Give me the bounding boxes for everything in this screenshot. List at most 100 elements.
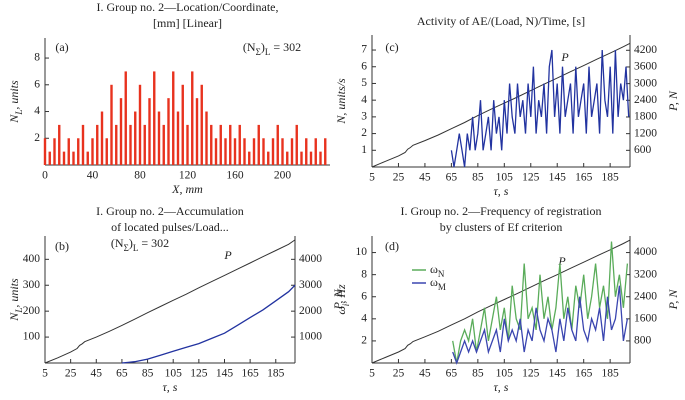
series-line xyxy=(371,42,631,168)
y2-tick-label: 4000 xyxy=(634,246,657,258)
y-axis-label: NL, units xyxy=(7,80,24,124)
x-axis-label-part: X, mm xyxy=(171,182,203,196)
x-tick-label: 125 xyxy=(522,368,540,380)
x-tick-label: 85 xyxy=(142,368,154,380)
bar xyxy=(172,71,175,165)
annotation-part: ) xyxy=(129,236,133,250)
y-axis-label-part: , Hz xyxy=(334,284,348,304)
panel-label: (b) xyxy=(55,239,69,253)
y2-axis-label: P, N xyxy=(331,289,345,311)
panel-label: (a) xyxy=(55,40,68,54)
y-tick-label: 4 xyxy=(361,94,367,106)
series-line xyxy=(121,284,296,364)
y2-tick-label: 600 xyxy=(634,144,652,156)
bar xyxy=(305,138,308,165)
bar xyxy=(100,111,104,165)
bar xyxy=(81,124,85,165)
bar xyxy=(62,151,66,165)
x-tick-label: 25 xyxy=(65,368,77,380)
y-axis-label-part: ω xyxy=(334,306,348,314)
y2-tick-label: 1800 xyxy=(634,111,657,123)
x-tick-label: 200 xyxy=(274,170,292,182)
bar xyxy=(67,138,70,165)
bar xyxy=(110,84,113,165)
legend-label-part: N xyxy=(438,269,445,279)
bar xyxy=(186,124,189,165)
y2-tick-label: 3600 xyxy=(634,61,657,73)
y-tick-label: 8 xyxy=(361,268,367,280)
x-tick-label: 45 xyxy=(419,368,431,380)
y-axis-label-part: N xyxy=(7,114,21,124)
bar xyxy=(214,138,218,165)
y-tick-label: 7 xyxy=(361,44,367,56)
y-tick-label: 6 xyxy=(361,290,367,302)
legend-label-part: ω xyxy=(430,262,438,276)
bar xyxy=(153,71,156,165)
x-tick-label: 185 xyxy=(602,368,620,380)
chart-title: of located pulses/Load... xyxy=(111,220,229,234)
bar xyxy=(309,151,313,165)
x-tick-label: 145 xyxy=(549,172,567,184)
x-axis-label-part: τ, s xyxy=(494,184,509,198)
x-tick-label: 185 xyxy=(267,368,285,380)
y-tick-label: 4 xyxy=(361,312,367,324)
curve-label: P xyxy=(560,50,569,64)
x-axis-label-part: τ, s xyxy=(163,380,178,394)
x-axis-label: τ, s xyxy=(494,184,509,198)
y-tick-label: 300 xyxy=(23,279,41,291)
x-tick-label: 105 xyxy=(165,368,183,380)
y-axis-label-part: i xyxy=(341,303,351,306)
x-tick-label: 165 xyxy=(242,368,260,380)
series-line xyxy=(44,239,296,364)
x-axis-label: τ, s xyxy=(494,380,509,394)
y-tick-label: 200 xyxy=(23,305,41,317)
chart-title: by clusters of Ef criterion xyxy=(440,220,563,234)
bar xyxy=(96,124,99,165)
x-tick-label: 105 xyxy=(496,172,514,184)
series-line xyxy=(450,49,630,168)
x-tick-label: 65 xyxy=(446,172,458,184)
y-tick-label: 2 xyxy=(34,132,40,144)
chart-title: Activity of AE/(Load, N)/Time, [s] xyxy=(417,14,585,28)
bar xyxy=(219,124,222,165)
y-axis-label-part: N xyxy=(7,312,21,322)
bar xyxy=(200,84,203,165)
bar xyxy=(286,151,289,165)
annotation-part: = 302 xyxy=(270,40,301,54)
x-tick-label: 105 xyxy=(496,368,514,380)
x-tick-label: 65 xyxy=(446,368,458,380)
y2-tick-label: 3000 xyxy=(634,77,657,89)
x-tick-label: 65 xyxy=(116,368,128,380)
bar xyxy=(281,138,284,165)
bar xyxy=(53,138,56,165)
x-axis-label: X, mm xyxy=(171,182,203,196)
bar xyxy=(290,138,294,165)
x-tick-label: 0 xyxy=(42,170,48,182)
y-tick-label: 400 xyxy=(23,253,41,265)
bar xyxy=(119,98,123,165)
bar xyxy=(181,84,184,165)
bar xyxy=(243,138,246,165)
bar xyxy=(271,138,275,165)
bar xyxy=(48,151,51,165)
bar xyxy=(210,124,213,165)
annotation-part: ) xyxy=(261,40,265,54)
legend-label: ωM xyxy=(430,275,446,292)
bar xyxy=(295,124,298,165)
bar xyxy=(72,151,75,165)
annotation-part: L xyxy=(265,47,271,57)
series-line xyxy=(452,241,629,364)
curve-label: P xyxy=(223,248,232,262)
y2-tick-label: 2400 xyxy=(634,290,657,302)
x-axis-label: τ, s xyxy=(163,380,178,394)
bar xyxy=(319,151,322,165)
bar xyxy=(124,71,127,165)
bar xyxy=(86,151,89,165)
x-tick-label: 120 xyxy=(179,170,197,182)
y2-tick-label: 2000 xyxy=(299,305,322,317)
bar xyxy=(157,111,161,165)
annotation-part: (N xyxy=(243,40,256,54)
bar xyxy=(91,138,94,165)
series-line xyxy=(452,285,629,365)
